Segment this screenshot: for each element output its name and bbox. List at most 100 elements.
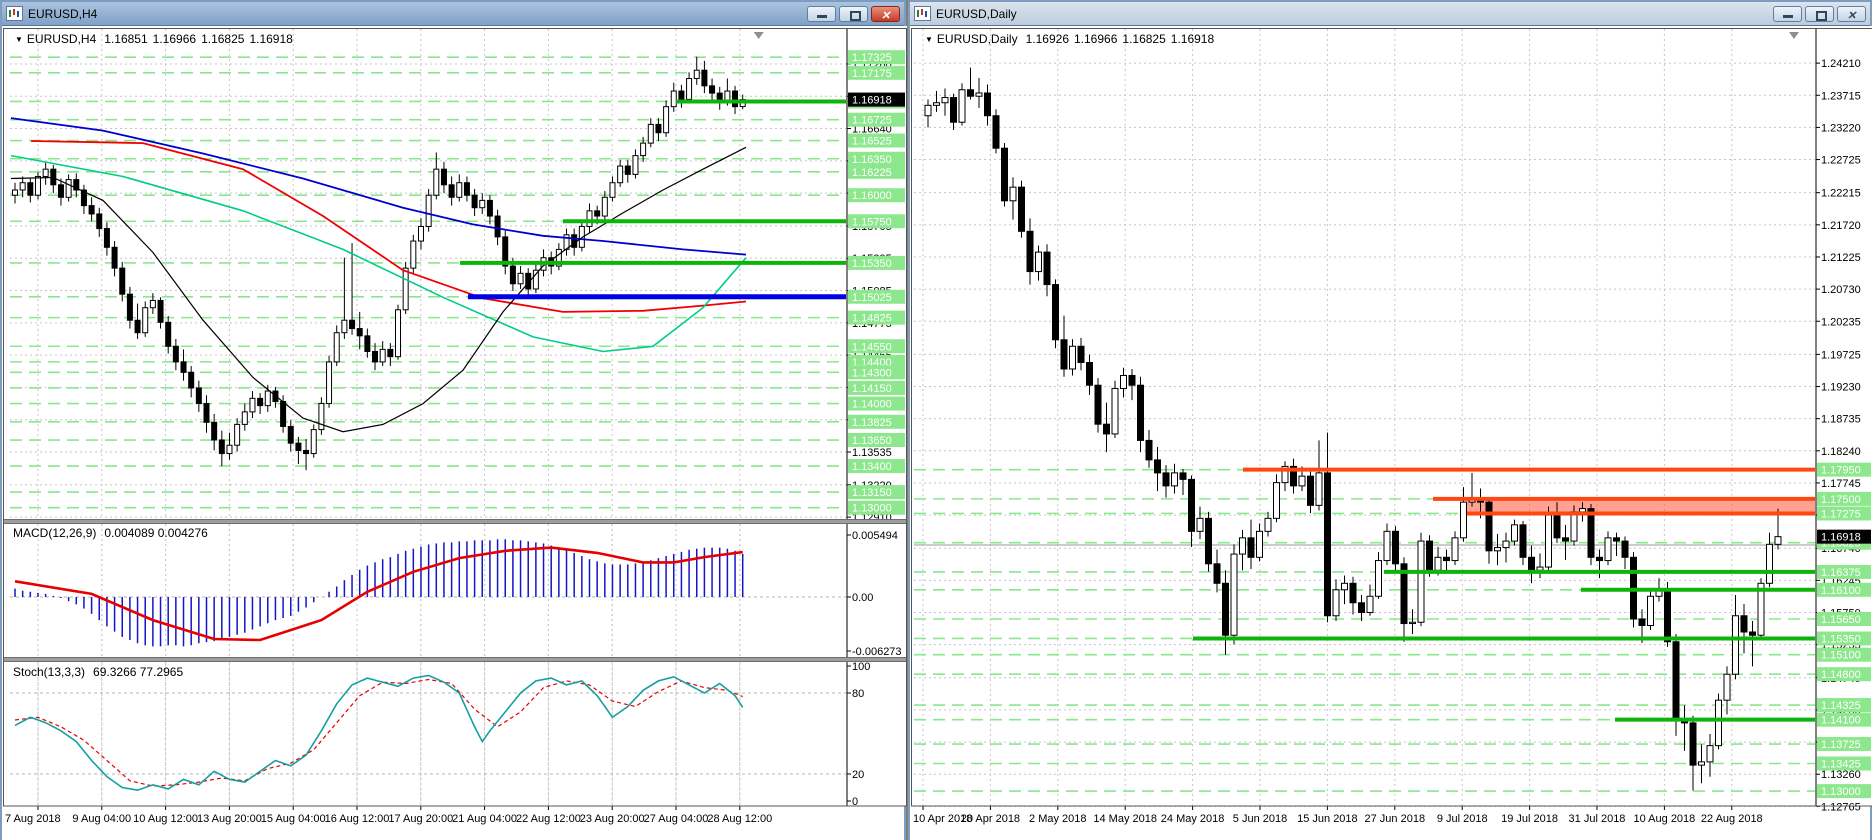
close-icon: ✕ bbox=[881, 9, 891, 22]
svg-text:1.13000: 1.13000 bbox=[1821, 786, 1861, 798]
macd-values: 0.004089 0.004276 bbox=[104, 526, 208, 540]
macd-signal-line bbox=[14, 546, 743, 642]
svg-text:1.20730: 1.20730 bbox=[1821, 284, 1861, 296]
stoch-name: Stoch(13,3,3) bbox=[13, 665, 86, 679]
macd-axis: 0.005494 0.00 -0.006273 bbox=[846, 524, 907, 658]
level-gridlines-green bbox=[914, 468, 1815, 792]
svg-text:1.16225: 1.16225 bbox=[852, 167, 892, 179]
svg-text:1.20235: 1.20235 bbox=[1821, 316, 1861, 328]
stoch-values: 69.3266 77.2965 bbox=[93, 665, 184, 679]
last-bar-marker bbox=[1789, 32, 1799, 39]
svg-text:1.15350: 1.15350 bbox=[852, 258, 892, 270]
chart-window-eurusd-daily: EURUSD,Daily ✕ 1.24210 1.23715 1.23220 1.22… bbox=[908, 0, 1872, 840]
svg-text:20 Apr 2018: 20 Apr 2018 bbox=[961, 813, 1020, 825]
window-title: EURUSD,H4 bbox=[28, 6, 98, 21]
svg-text:27 Aug 04:00: 27 Aug 04:00 bbox=[644, 813, 709, 825]
svg-text:1.14800: 1.14800 bbox=[1821, 669, 1861, 681]
svg-text:16 Aug 12:00: 16 Aug 12:00 bbox=[325, 813, 390, 825]
svg-text:19 Jul 2018: 19 Jul 2018 bbox=[1501, 813, 1558, 825]
svg-text:2 May 2018: 2 May 2018 bbox=[1029, 813, 1086, 825]
chart-info-line[interactable]: ▼ EURUSD,H4 1.16851 1.16966 1.16825 1.16918 bbox=[15, 32, 298, 46]
svg-text:10 Apr 2018: 10 Apr 2018 bbox=[913, 813, 972, 825]
svg-text:15 Jun 2018: 15 Jun 2018 bbox=[1297, 813, 1358, 825]
svg-text:1.17950: 1.17950 bbox=[1821, 465, 1861, 477]
last-bar-marker bbox=[753, 32, 764, 39]
svg-text:10 Aug 2018: 10 Aug 2018 bbox=[1634, 813, 1696, 825]
svg-text:1.17325: 1.17325 bbox=[852, 52, 892, 64]
moving-averages bbox=[10, 117, 747, 433]
close-value: 1.16918 bbox=[1170, 32, 1215, 46]
svg-text:1.15350: 1.15350 bbox=[1821, 633, 1861, 645]
close-button[interactable]: ✕ bbox=[1837, 5, 1866, 22]
indicator-divider-stoch[interactable] bbox=[3, 657, 907, 662]
minimize-button[interactable] bbox=[807, 5, 836, 22]
svg-text:13 Aug 20:00: 13 Aug 20:00 bbox=[197, 813, 262, 825]
svg-text:1.16350: 1.16350 bbox=[852, 154, 892, 166]
support-resistance-lines bbox=[1193, 467, 1815, 722]
svg-text:1.16918: 1.16918 bbox=[852, 95, 892, 107]
macd-name: MACD(12,26,9) bbox=[13, 526, 97, 540]
svg-text:1.16525: 1.16525 bbox=[852, 136, 892, 148]
stoch-k-line bbox=[14, 674, 744, 792]
ma-red bbox=[30, 140, 747, 313]
svg-text:27 Jun 2018: 27 Jun 2018 bbox=[1365, 813, 1426, 825]
macd-histogram bbox=[14, 539, 744, 647]
svg-text:15 Aug 04:00: 15 Aug 04:00 bbox=[261, 813, 326, 825]
svg-text:1.15750: 1.15750 bbox=[852, 216, 892, 228]
price-chart-svg-daily[interactable]: 1.24210 1.23715 1.23220 1.22725 1.22215 1.217… bbox=[911, 26, 1872, 840]
svg-text:1.13000: 1.13000 bbox=[852, 503, 892, 515]
indicator-divider-macd[interactable] bbox=[3, 519, 907, 524]
svg-text:1.14825: 1.14825 bbox=[852, 313, 892, 325]
high-value: 1.16966 bbox=[1074, 32, 1118, 46]
svg-text:1.16000: 1.16000 bbox=[852, 190, 892, 202]
chart-area-eurusd-h4[interactable]: 1.172601.169501.166401.163301.160201.157… bbox=[3, 26, 907, 840]
svg-text:1.13650: 1.13650 bbox=[852, 435, 892, 447]
titlebar-eurusd-daily[interactable]: EURUSD,Daily ✕ bbox=[910, 2, 1870, 26]
chevron-down-icon[interactable]: ▼ bbox=[925, 35, 933, 44]
svg-text:1.17275: 1.17275 bbox=[1821, 508, 1861, 520]
svg-text:1.21720: 1.21720 bbox=[1821, 220, 1861, 232]
price-chart-svg-h4[interactable]: 1.172601.169501.166401.163301.160201.157… bbox=[3, 26, 907, 840]
restore-button[interactable] bbox=[1805, 5, 1834, 22]
close-icon: ✕ bbox=[1847, 9, 1857, 22]
stoch-d-line bbox=[14, 678, 743, 787]
svg-text:7 Aug 2018: 7 Aug 2018 bbox=[5, 813, 61, 825]
chart-info-line[interactable]: ▼ EURUSD,Daily 1.16926 1.16966 1.16825 1.1691… bbox=[925, 32, 1219, 46]
chart-area-eurusd-daily[interactable]: 1.24210 1.23715 1.23220 1.22725 1.22215 1.217… bbox=[911, 26, 1872, 840]
symbol-period-label: EURUSD,Daily bbox=[936, 32, 1018, 46]
candles bbox=[12, 56, 746, 471]
svg-text:1.24210: 1.24210 bbox=[1821, 58, 1861, 70]
restore-button[interactable] bbox=[839, 5, 868, 22]
titlebar-eurusd-h4[interactable]: EURUSD,H4 ✕ bbox=[2, 2, 904, 26]
current-price-label: 1.16918 bbox=[848, 92, 905, 107]
svg-text:0.00: 0.00 bbox=[852, 592, 873, 604]
svg-text:9 Aug 04:00: 9 Aug 04:00 bbox=[72, 813, 131, 825]
svg-text:1.15025: 1.15025 bbox=[852, 292, 892, 304]
svg-text:1.14325: 1.14325 bbox=[1821, 700, 1861, 712]
svg-text:1.19725: 1.19725 bbox=[1821, 349, 1861, 361]
open-value: 1.16851 bbox=[104, 32, 148, 46]
restore-icon bbox=[1816, 10, 1827, 21]
stoch-panel bbox=[10, 662, 846, 806]
restore-icon bbox=[850, 10, 861, 21]
svg-text:0.005494: 0.005494 bbox=[852, 530, 898, 542]
svg-text:1.22725: 1.22725 bbox=[1821, 155, 1861, 167]
svg-text:1.13725: 1.13725 bbox=[1821, 739, 1861, 751]
svg-text:1.13425: 1.13425 bbox=[1821, 758, 1861, 770]
chevron-down-icon[interactable]: ▼ bbox=[15, 35, 23, 44]
high-value: 1.16966 bbox=[152, 32, 197, 46]
svg-text:1.19230: 1.19230 bbox=[1821, 382, 1861, 394]
ma-black bbox=[10, 146, 747, 433]
low-value: 1.16825 bbox=[201, 32, 245, 46]
close-button[interactable]: ✕ bbox=[871, 5, 900, 22]
svg-text:1.17175: 1.17175 bbox=[852, 68, 892, 80]
svg-text:1.17500: 1.17500 bbox=[1821, 494, 1861, 506]
stoch-indicator-label: Stoch(13,3,3) 69.3266 77.2965 bbox=[13, 665, 188, 679]
minimize-button[interactable] bbox=[1773, 5, 1802, 22]
svg-text:28 Aug 12:00: 28 Aug 12:00 bbox=[707, 813, 772, 825]
svg-text:21 Aug 04:00: 21 Aug 04:00 bbox=[452, 813, 517, 825]
macd-indicator-label: MACD(12,26,9) 0.004089 0.004276 bbox=[13, 526, 213, 540]
svg-text:1.14100: 1.14100 bbox=[1821, 715, 1861, 727]
svg-text:20: 20 bbox=[852, 769, 864, 781]
